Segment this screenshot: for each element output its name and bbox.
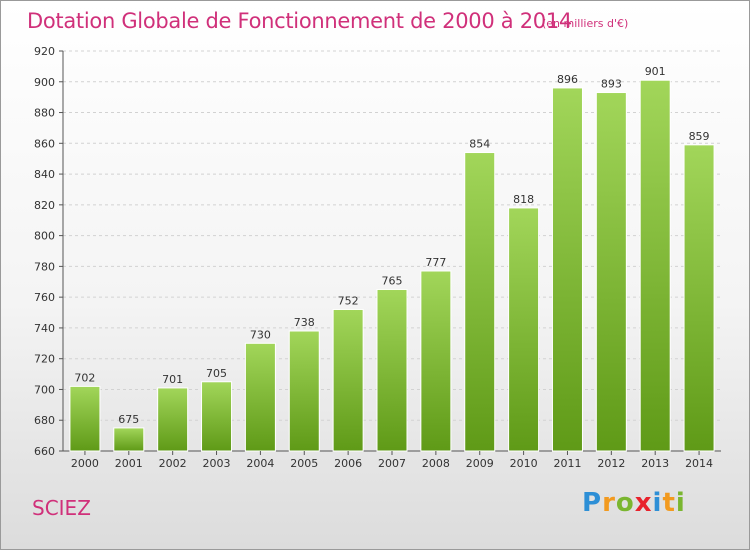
x-tick-label: 2006 [334, 457, 362, 470]
bar [244, 342, 276, 452]
y-tick-label: 920 [34, 45, 55, 58]
y-tick-label: 860 [34, 137, 55, 150]
y-tick-label: 740 [34, 322, 55, 335]
y-tick-label: 880 [34, 107, 55, 120]
chart-title: Dotation Globale de Fonctionnement de 20… [27, 9, 572, 33]
x-tick-label: 2012 [597, 457, 625, 470]
proxiti-logo: Proxiti [582, 488, 686, 518]
bar-value-label: 859 [689, 130, 710, 143]
y-tick-label: 800 [34, 230, 55, 243]
x-tick-label: 2011 [553, 457, 581, 470]
bar [69, 385, 101, 452]
bar [508, 207, 540, 452]
bar-value-label: 893 [601, 78, 622, 91]
y-tick-labels: 660 680 700 720 740 760 780 800 820 840 860 880 900 9… [34, 45, 55, 458]
y-tick-label: 760 [34, 291, 55, 304]
bar [332, 308, 364, 452]
x-tick-label: 2003 [203, 457, 231, 470]
bar-value-label: 738 [294, 316, 315, 329]
x-tick-label: 2004 [246, 457, 274, 470]
logo-letter: i [675, 488, 686, 518]
bar [595, 92, 627, 452]
bar [464, 152, 496, 452]
logo-letter: x [634, 488, 653, 518]
logo-letter: r [602, 488, 616, 518]
bar [551, 87, 583, 452]
value-labels: 702 675 701 705 730 738 752 765 777 854 818 896 893 9… [74, 65, 709, 426]
y-tick-label: 700 [34, 383, 55, 396]
y-tick-label: 840 [34, 168, 55, 181]
bar-value-label: 854 [469, 138, 490, 151]
logo-letter: t [662, 488, 676, 518]
bar-value-label: 818 [513, 193, 534, 206]
x-tick-label: 2009 [466, 457, 494, 470]
bar-value-label: 705 [206, 367, 227, 380]
logo-letter: o [615, 488, 635, 518]
bar-value-label: 702 [74, 371, 95, 384]
y-tick-label: 900 [34, 76, 55, 89]
x-tick-label: 2005 [290, 457, 318, 470]
bar-value-label: 777 [425, 256, 446, 269]
x-tick-label: 2008 [422, 457, 450, 470]
bar-value-label: 675 [118, 413, 139, 426]
bar [157, 387, 189, 452]
logo-letter: i [652, 488, 663, 518]
bar-value-label: 896 [557, 73, 578, 86]
chart-subtitle: (en milliers d'€) [542, 17, 629, 30]
bars [69, 79, 715, 452]
bar [376, 288, 408, 452]
bar-value-label: 730 [250, 328, 271, 341]
bar [113, 427, 145, 452]
x-tick-label: 2007 [378, 457, 406, 470]
x-tick-label: 2002 [159, 457, 187, 470]
y-tick-label: 680 [34, 414, 55, 427]
logo-letter: P [582, 488, 603, 518]
x-tick-label: 2013 [641, 457, 669, 470]
y-tick-label: 720 [34, 353, 55, 366]
bar [683, 144, 715, 452]
bar-value-label: 765 [382, 274, 403, 287]
bar [201, 381, 233, 452]
bar-value-label: 701 [162, 373, 183, 386]
bar [639, 79, 671, 452]
y-tick-label: 820 [34, 199, 55, 212]
commune-name: SCIEZ [32, 496, 91, 520]
y-tick-label: 660 [34, 445, 55, 458]
bar-value-label: 752 [338, 294, 359, 307]
x-tick-label: 2001 [115, 457, 143, 470]
x-tick-label: 2000 [71, 457, 99, 470]
x-tick-labels: 2000 2001 2002 2003 2004 2005 2006 2007 2008 2009… [71, 451, 713, 470]
x-tick-label: 2010 [510, 457, 538, 470]
bar [420, 270, 452, 452]
x-tick-label: 2014 [685, 457, 713, 470]
y-tick-label: 780 [34, 260, 55, 273]
bar-value-label: 901 [645, 65, 666, 78]
bar [288, 330, 320, 452]
